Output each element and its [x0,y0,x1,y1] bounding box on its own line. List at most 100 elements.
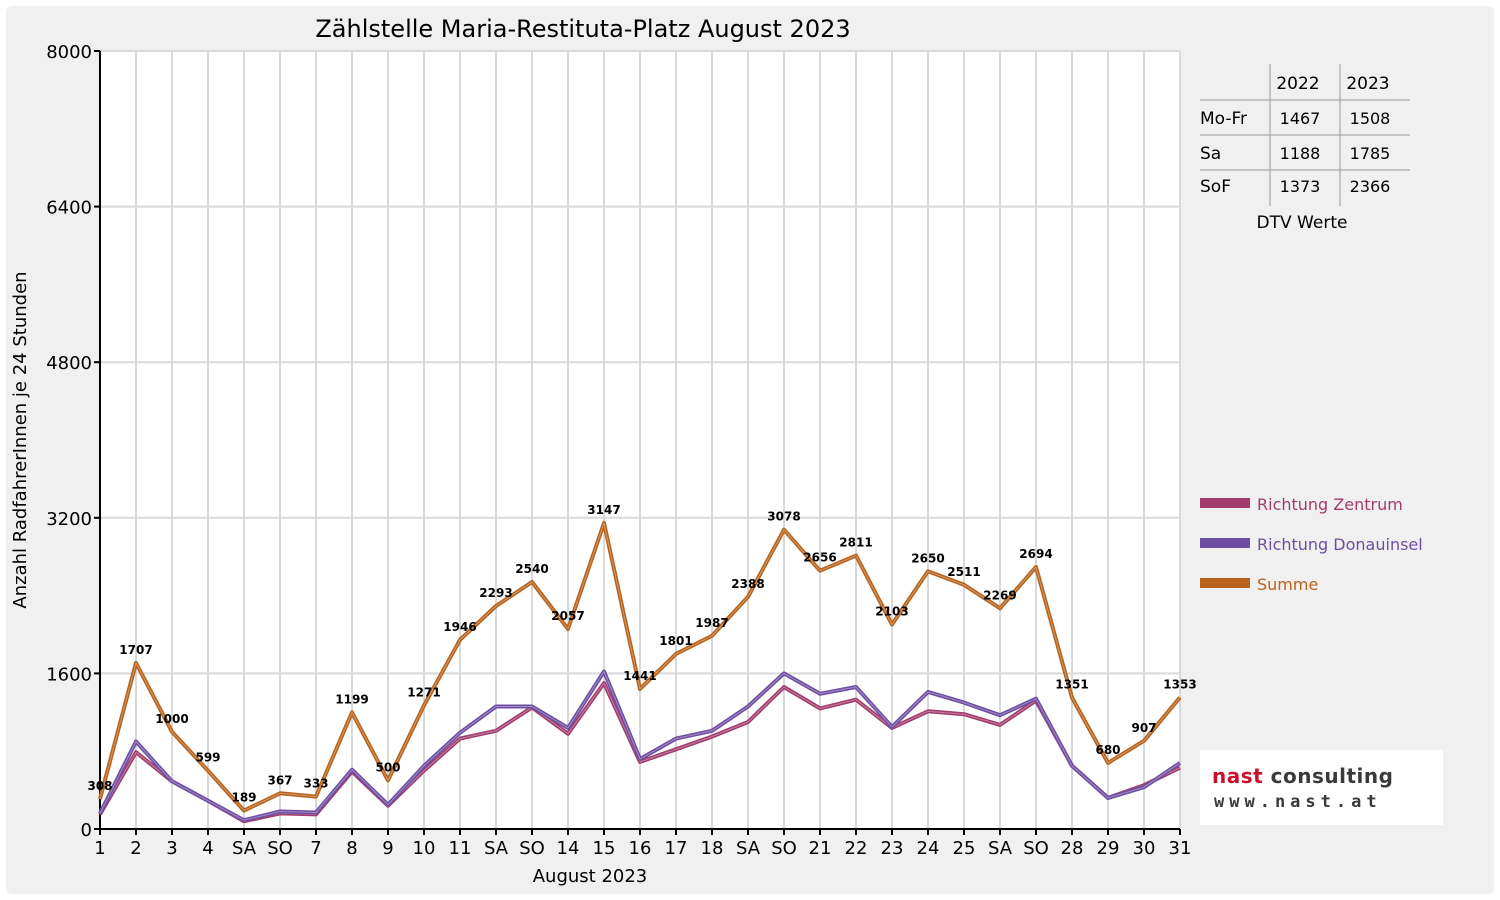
data-label: 3078 [767,510,800,524]
table-cell: 1508 [1350,109,1391,128]
data-label: 907 [1131,721,1156,735]
y-tick-label: 6400 [46,198,92,219]
legend-swatch [1200,578,1250,588]
series-group [98,521,1182,824]
data-label: 1353 [1163,677,1196,691]
x-tick-label: 1 [94,838,105,859]
x-tick-label: SO [1023,838,1049,859]
x-tick-label: 29 [1097,838,1120,859]
data-labels: 308 1707 1000 599 189 367 333 1199 500 1271 1946 22… [87,503,1196,805]
logo-consulting: consulting [1263,764,1394,788]
data-label: 1946 [443,620,476,634]
data-label: 2293 [479,586,512,600]
x-tick-label: 24 [917,838,940,859]
legend-swatch [1200,498,1250,508]
data-label: 1199 [335,692,368,706]
x-tick-label: 16 [629,838,652,859]
data-label: 367 [267,773,292,787]
data-label: 1441 [623,669,656,683]
x-tick-label: SA [736,838,761,859]
series-line-highlight [99,522,1181,812]
table-cell: 1467 [1280,109,1321,128]
y-axis-label: Anzahl RadfahrerInnen je 24 Stunden [10,271,31,608]
legend: Richtung Zentrum Richtung Donauinsel Summe [1200,495,1423,594]
x-axis-label: August 2023 [533,866,648,887]
x-tick-label: 2 [130,838,141,859]
x-tick-label: SO [519,838,545,859]
x-tick-label: 14 [557,838,580,859]
table-row-label: Sa [1200,144,1221,164]
data-label: 2269 [983,588,1016,602]
table-caption: DTV Werte [1257,213,1348,233]
table-row-label: SoF [1200,177,1231,197]
data-label: 189 [231,791,256,805]
x-tick-label: 21 [809,838,832,859]
x-tick-label: 30 [1133,838,1156,859]
y-tick-label: 0 [81,820,92,841]
dtv-table: 2022 2023 Mo-Fr 1467 1508 Sa 1188 1785 S… [1200,64,1410,233]
x-tick-label: 22 [845,838,868,859]
table-cell: 1785 [1350,144,1391,163]
table-cell: 1188 [1280,144,1321,163]
data-label: 3147 [587,503,620,517]
series-line [98,521,1182,813]
x-tick-label: SA [232,838,257,859]
data-label: 2057 [551,609,584,623]
x-tick-label: 25 [953,838,976,859]
table-cell: 2366 [1350,177,1391,196]
data-label: 599 [195,751,220,765]
series-line [98,669,1182,823]
x-tick-label: 15 [593,838,616,859]
x-tick-label: 17 [665,838,688,859]
x-tick-label: SA [988,838,1013,859]
data-label: 333 [303,777,328,791]
table-row-label: Mo-Fr [1200,109,1247,129]
series-line-highlight [99,671,1181,821]
data-label: 2511 [947,565,980,579]
logo-line-1: nast consulting [1212,764,1393,788]
legend-entry: Summe [1257,575,1318,594]
logo-url: www.nast.at [1214,792,1382,812]
data-label: 1987 [695,616,728,630]
data-label: 2388 [731,577,764,591]
data-label: 500 [375,760,400,774]
data-label: 680 [1095,743,1120,757]
data-label: 2540 [515,562,548,576]
x-tick-label: 7 [310,838,321,859]
y-tick-label: 4800 [46,353,92,374]
x-tick-label: SO [267,838,293,859]
x-tick-label: SO [771,838,797,859]
x-tick-label: 4 [202,838,213,859]
x-tick-label: 31 [1169,838,1192,859]
y-tick-label: 1600 [46,664,92,685]
x-tick-label: 10 [413,838,436,859]
data-label: 2811 [839,536,872,550]
y-tick-label: 3200 [46,509,92,530]
x-tick-label: 3 [166,838,177,859]
x-tick-label: 28 [1061,838,1084,859]
x-tick-label: 11 [449,838,472,859]
data-label: 2656 [803,551,836,565]
data-label: 1000 [155,712,188,726]
logo-nast: nast [1212,764,1264,788]
nast-consulting-logo: nast consulting www.nast.at [1200,750,1443,825]
table-cell: 1373 [1280,177,1321,196]
chart-title: Zählstelle Maria-Restituta-Platz August … [315,15,850,43]
data-label: 2694 [1019,547,1052,561]
legend-entry: Richtung Zentrum [1257,495,1403,514]
legend-swatch [1200,538,1250,548]
x-tick-label: SA [484,838,509,859]
table-header-2023: 2023 [1346,74,1389,94]
data-label: 1351 [1055,678,1088,692]
data-label: 1271 [407,685,440,699]
data-label: 308 [87,779,112,793]
data-label: 2103 [875,604,908,618]
legend-entry: Richtung Donauinsel [1257,535,1423,554]
y-tick-label: 8000 [46,42,92,63]
data-label: 1707 [119,643,152,657]
x-tick-label: 23 [881,838,904,859]
x-tick-label: 8 [346,838,357,859]
data-label: 1801 [659,634,692,648]
table-header-2022: 2022 [1276,74,1319,94]
